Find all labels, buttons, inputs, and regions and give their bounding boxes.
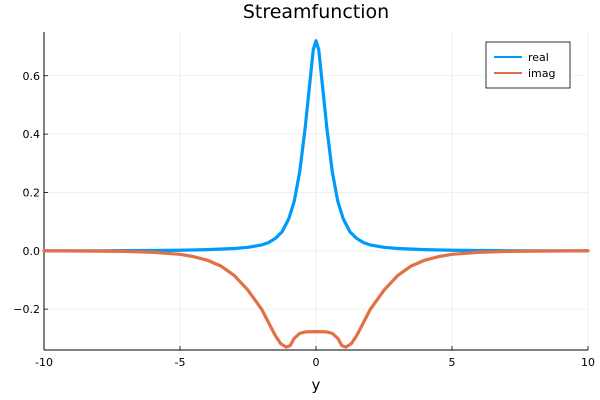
x-tick-label: -10 <box>35 356 53 369</box>
legend: real imag <box>485 41 571 89</box>
y-tick-label: 0.2 <box>23 186 41 199</box>
x-tick-label: 5 <box>449 356 456 369</box>
y-tick-label: −0.2 <box>13 303 40 316</box>
legend-label-real: real <box>528 51 549 64</box>
y-tick-label: 0.0 <box>23 245 41 258</box>
chart-title: Streamfunction <box>243 1 389 23</box>
y-tick-label: 0.6 <box>23 70 41 83</box>
series-lines <box>42 39 590 349</box>
x-tick-label: 10 <box>581 356 595 369</box>
y-tick-label: 0.4 <box>23 128 41 141</box>
axes <box>43 32 589 351</box>
x-axis-title: y <box>312 376 321 394</box>
legend-label-imag: imag <box>528 67 556 80</box>
y-tick-labels: −0.2 0.0 0.2 0.4 0.6 <box>13 70 40 316</box>
x-tick-labels: -10 -5 0 5 10 <box>35 356 595 369</box>
x-tick-label: -5 <box>175 356 186 369</box>
series-line-imag <box>42 249 590 349</box>
x-tick-label: 0 <box>313 356 320 369</box>
series-line-real <box>42 39 590 253</box>
legend-box <box>485 41 571 89</box>
